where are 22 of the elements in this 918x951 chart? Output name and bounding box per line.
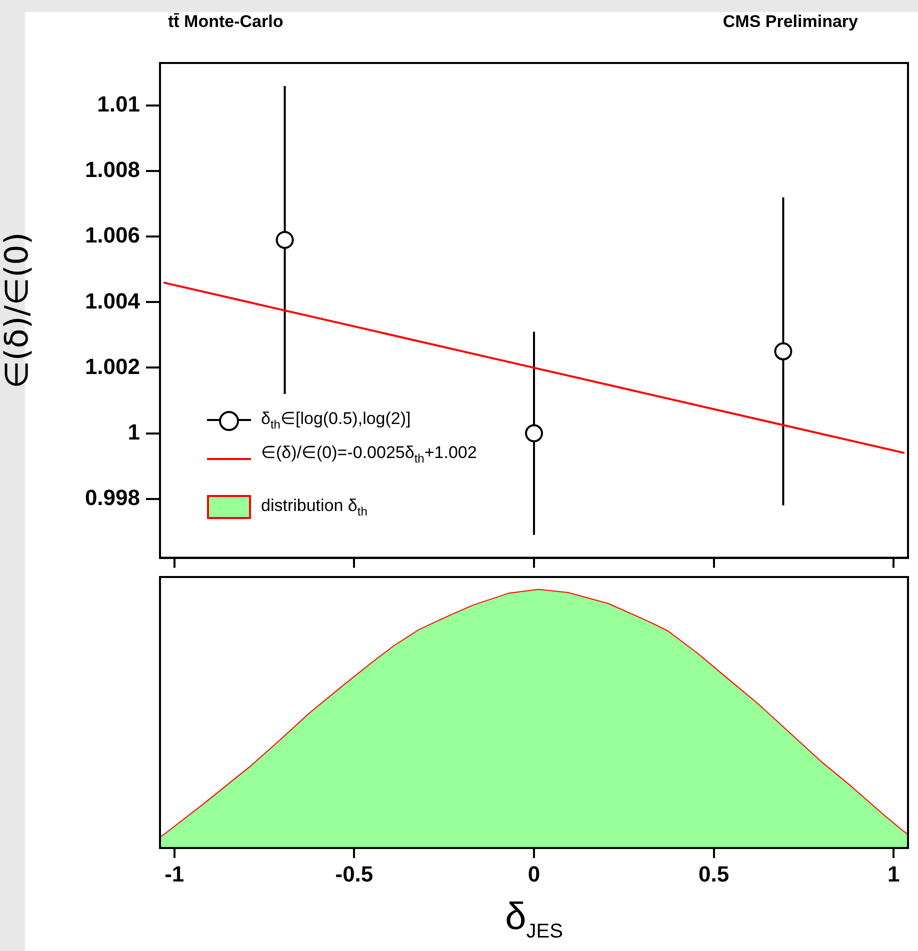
- x-tick-label: 1: [887, 861, 900, 886]
- x-tick-label: 0: [528, 861, 540, 886]
- y-tick-label: 1: [128, 419, 140, 444]
- x-tick-label: 0.5: [698, 861, 730, 886]
- chart-title: tt̄ Monte-Carlo: [168, 12, 284, 32]
- x-tick-label: -0.5: [335, 861, 374, 886]
- text: CMS Preliminary: [722, 12, 858, 32]
- x-tick-label: -1: [164, 861, 184, 886]
- point: [525, 424, 543, 442]
- text: distribution δ$_{th}$: [261, 496, 368, 518]
- y-tick-label: 1.004: [84, 288, 141, 314]
- y-tick-label: 1.002: [84, 354, 140, 379]
- y-axis-title: ∈(δ)/∈(0): [0, 232, 36, 389]
- y-tick-label: 1.006: [84, 222, 140, 248]
- y-tick-label: 1.008: [84, 157, 140, 182]
- y-tick-label: 1.01: [97, 92, 140, 117]
- legend-label: ∈(δ)/∈(0)=-0.0025δ$_{th}$+1.002: [261, 442, 477, 466]
- x-axis-title: δ$_{JES}$: [505, 896, 563, 944]
- point: [276, 230, 294, 249]
- legend-label: δ$_{th}$∈[log(0.5),log(2)]: [261, 408, 411, 432]
- y-tick-label: 0.998: [84, 484, 140, 510]
- point: [774, 342, 792, 360]
